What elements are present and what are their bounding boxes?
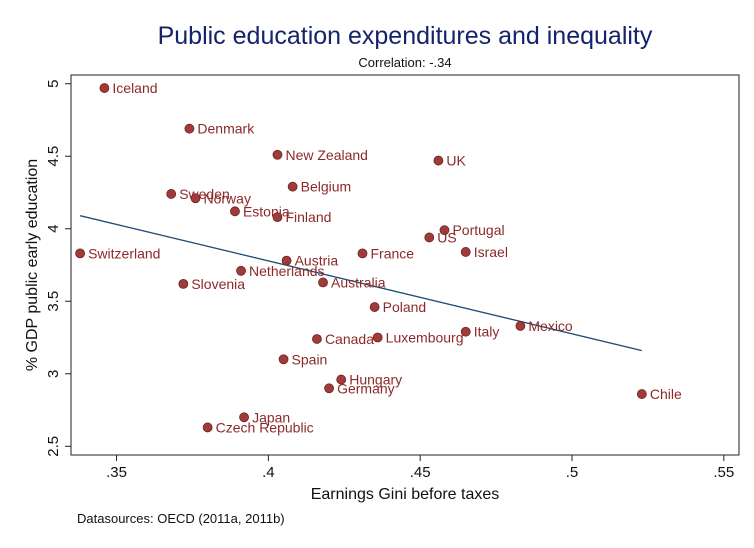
point-label: Chile <box>650 386 682 402</box>
fit-line-layer <box>79 215 642 352</box>
point-label: Denmark <box>197 121 255 137</box>
data-point <box>460 247 471 257</box>
x-tick-label: .4 <box>262 464 275 481</box>
data-point <box>433 155 444 166</box>
data-point <box>439 225 450 236</box>
point-label: Japan <box>252 409 290 425</box>
point-label: Canada <box>325 331 374 347</box>
data-point <box>636 389 647 399</box>
point-label: Belgium <box>301 179 352 195</box>
point-label: Czech Republic <box>216 419 314 435</box>
data-point <box>272 149 283 160</box>
y-axis-ticks: 2.5 3 3.5 4 4.5 5 <box>45 80 71 457</box>
source-note: Datasources: OECD (2011a, 2011b) <box>77 511 285 526</box>
data-point <box>424 232 435 243</box>
point-label: US <box>437 229 456 245</box>
y-tick-label: 2.5 <box>45 436 62 457</box>
data-point <box>202 422 213 433</box>
point-label: Hungary <box>349 372 402 388</box>
data-point <box>239 412 249 423</box>
point-label: Finland <box>285 209 331 225</box>
data-point <box>236 265 246 276</box>
data-point <box>166 189 177 199</box>
data-point <box>312 334 322 344</box>
chart-subtitle: Correlation: -.34 <box>358 55 451 70</box>
x-tick-label: .5 <box>566 464 579 481</box>
y-axis-label: % GDP public early education <box>24 159 41 371</box>
point-label: Iceland <box>112 80 157 96</box>
x-tick-label: .55 <box>713 464 734 481</box>
data-point <box>287 181 298 192</box>
point-label: Norway <box>203 190 250 206</box>
data-point <box>372 332 383 343</box>
x-axis-label: Earnings Gini before taxes <box>311 486 500 503</box>
point-label: France <box>370 245 414 261</box>
x-tick-label: .35 <box>106 464 127 481</box>
data-point <box>184 123 195 134</box>
point-label: Netherlands <box>249 263 325 279</box>
point-label: Australia <box>331 274 386 290</box>
point-label: Poland <box>383 299 427 315</box>
x-tick-label: .45 <box>410 464 431 481</box>
data-point <box>318 277 328 288</box>
data-point <box>336 374 347 385</box>
y-tick-label: 4.5 <box>45 146 62 167</box>
y-tick-label: 3 <box>45 370 62 378</box>
fit-line <box>79 215 642 352</box>
data-point <box>272 212 283 223</box>
y-tick-label: 3.5 <box>45 291 62 312</box>
data-point <box>369 302 380 312</box>
point-label: Spain <box>292 351 328 367</box>
point-label: Switzerland <box>88 245 160 261</box>
data-point <box>190 193 201 204</box>
data-point <box>75 248 86 259</box>
x-axis-ticks: .35 .4 .45 .5 .55 <box>106 455 734 481</box>
point-label: Slovenia <box>191 276 245 292</box>
point-label: Austria <box>295 253 339 269</box>
y-tick-label: 5 <box>45 80 62 88</box>
data-point <box>281 255 292 266</box>
point-label: Estonia <box>243 203 290 219</box>
data-point <box>178 278 189 289</box>
data-point <box>99 83 110 93</box>
data-point <box>324 383 334 394</box>
point-label: Mexico <box>528 318 573 334</box>
point-label: UK <box>446 153 466 169</box>
data-point <box>230 206 240 217</box>
data-point <box>278 354 289 365</box>
data-point <box>460 326 471 337</box>
point-label: Portugal <box>452 222 504 238</box>
chart-title: Public education expenditures and inequa… <box>158 22 653 50</box>
y-tick-label: 4 <box>45 225 62 233</box>
point-label: Italy <box>474 324 500 340</box>
data-point <box>357 248 368 259</box>
point-label: Luxembourg <box>386 330 464 346</box>
point-label: New Zealand <box>285 147 368 163</box>
point-label: Germany <box>337 380 395 396</box>
point-label: Israel <box>474 244 508 260</box>
data-point <box>515 321 526 331</box>
